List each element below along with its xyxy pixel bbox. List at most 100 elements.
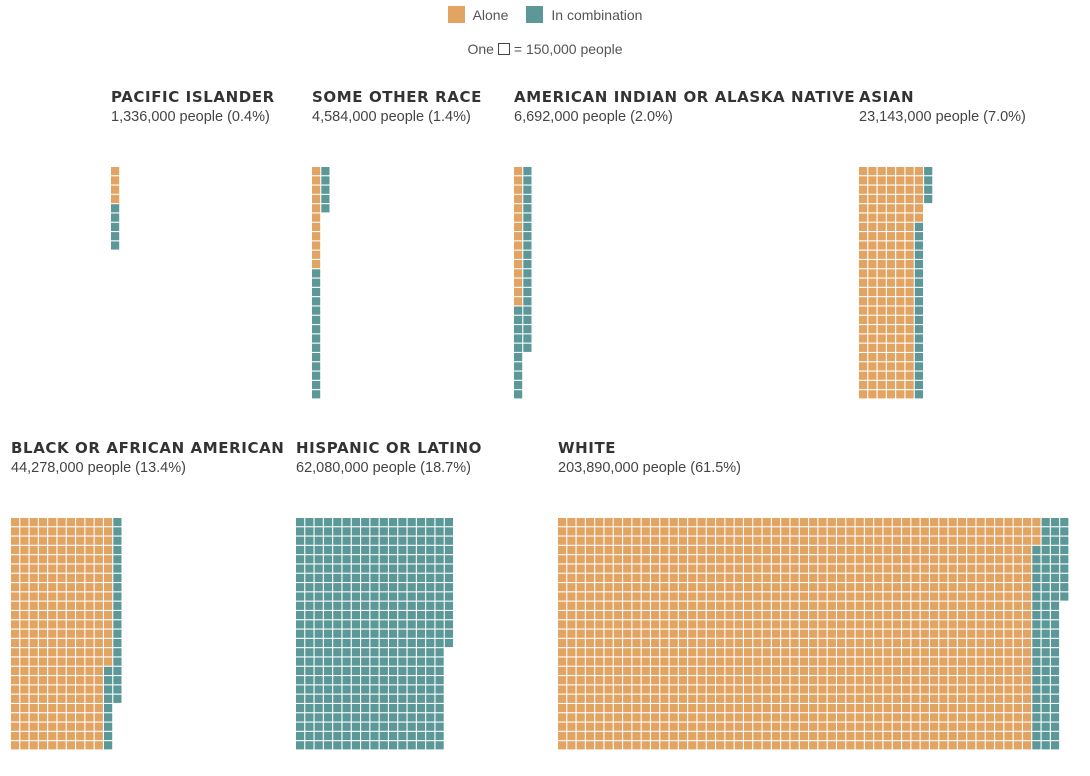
waffle-cell-alone — [837, 648, 846, 657]
waffle-cell-alone — [585, 601, 595, 610]
waffle-cell-alone — [660, 545, 669, 555]
waffle-cell-alone — [734, 555, 743, 564]
waffle-cell-alone — [985, 629, 994, 638]
waffle-cell-alone — [896, 343, 905, 352]
waffle-cell-alone — [669, 704, 678, 713]
waffle-cell-alone — [920, 620, 929, 629]
waffle-cell-alone — [641, 685, 650, 694]
waffle-cell-alone — [920, 731, 929, 741]
waffle-cell-alone — [883, 676, 892, 685]
waffle-cell-alone — [864, 527, 874, 536]
waffle-cell-combination — [1032, 629, 1041, 638]
waffle-cell-alone — [697, 648, 706, 657]
waffle-cell-alone — [38, 676, 48, 685]
waffle-cell-combination — [1050, 704, 1060, 713]
waffle-cell-alone — [874, 629, 883, 638]
waffle-cell-alone — [576, 741, 585, 750]
waffle-cell-alone — [1013, 611, 1022, 620]
waffle-cell-combination — [312, 362, 321, 371]
waffle-cell-combination — [1050, 564, 1060, 573]
waffle-cell-alone — [641, 741, 650, 750]
waffle-cell-alone — [29, 648, 38, 657]
waffle-cell-combination — [416, 722, 426, 731]
waffle-cell-combination — [323, 676, 333, 685]
waffle-cell-alone — [874, 536, 883, 545]
waffle-cell-alone — [669, 629, 678, 638]
waffle-cell-combination — [314, 611, 323, 620]
waffle-cell-alone — [886, 343, 896, 352]
waffle-cell-alone — [790, 694, 799, 703]
waffle-cell-alone — [706, 629, 715, 638]
waffle-cell-alone — [957, 555, 967, 564]
waffle-cell-alone — [595, 731, 604, 741]
waffle-cell-combination — [342, 545, 351, 555]
waffle-cell-alone — [877, 353, 886, 362]
waffle-cell-alone — [585, 713, 595, 722]
waffle-cell-alone — [905, 315, 914, 324]
waffle-cell-alone — [20, 629, 29, 638]
waffle-cell-alone — [827, 555, 836, 564]
waffle-cell-alone — [864, 601, 874, 610]
waffle-cell-alone — [976, 657, 985, 666]
waffle-cell-alone — [957, 704, 967, 713]
waffle-cell-alone — [939, 638, 948, 648]
waffle-cell-alone — [905, 325, 914, 334]
waffle-cell-combination — [379, 555, 388, 564]
waffle-cell-alone — [886, 362, 896, 371]
waffle-cell-alone — [1004, 573, 1013, 582]
waffle-cell-alone — [920, 648, 929, 657]
waffle-cell-combination — [523, 325, 532, 334]
waffle-cell-combination — [523, 306, 532, 315]
waffle-cell-combination — [321, 204, 330, 213]
waffle-cell-combination — [914, 334, 923, 343]
waffle-cell-alone — [809, 713, 818, 722]
waffle-cell-alone — [905, 232, 914, 241]
waffle-cell-combination — [113, 601, 122, 610]
waffle-cell-combination — [407, 601, 416, 610]
waffle-cell-combination — [389, 629, 398, 638]
waffle-cell-combination — [389, 555, 398, 564]
waffle-cell-alone — [585, 555, 595, 564]
waffle-cell-alone — [1032, 536, 1041, 545]
waffle-cell-alone — [104, 518, 113, 527]
waffle-cell-alone — [790, 722, 799, 731]
waffle-cell-alone — [837, 685, 846, 694]
waffle-cell-alone — [660, 573, 669, 582]
waffle-cell-alone — [716, 694, 725, 703]
waffle-cell-alone — [514, 167, 523, 176]
waffle-cell-alone — [883, 555, 892, 564]
waffle-cell-alone — [818, 518, 827, 527]
waffle-cell-alone — [651, 545, 660, 555]
waffle-cell-combination — [296, 676, 305, 685]
waffle-cell-combination — [305, 741, 314, 750]
waffle-cell-combination — [1050, 527, 1060, 536]
waffle-cell-alone — [855, 694, 864, 703]
waffle-cell-alone — [914, 194, 923, 204]
waffle-cell-alone — [902, 573, 911, 582]
waffle-cell-alone — [886, 315, 896, 324]
waffle-cell-alone — [76, 592, 85, 601]
waffle-cell-combination — [351, 518, 360, 527]
waffle-cell-alone — [76, 601, 85, 610]
waffle-cell-combination — [435, 694, 444, 703]
waffle-cell-alone — [20, 713, 29, 722]
waffle-group-4 — [11, 518, 122, 750]
waffle-cell-alone — [920, 545, 929, 555]
waffle-cell-alone — [902, 555, 911, 564]
waffle-cell-alone — [967, 722, 976, 731]
waffle-cell-combination — [924, 194, 933, 204]
waffle-cell-alone — [874, 583, 883, 592]
waffle-cell-alone — [734, 638, 743, 648]
waffle-cell-alone — [744, 555, 753, 564]
waffle-cell-alone — [623, 694, 632, 703]
waffle-cell-alone — [76, 741, 85, 750]
waffle-cell-alone — [781, 555, 790, 564]
waffle-cell-combination — [1050, 722, 1060, 731]
waffle-cell-alone — [558, 685, 567, 694]
waffle-cell-combination — [924, 185, 933, 194]
waffle-cell-alone — [651, 629, 660, 638]
waffle-cell-alone — [632, 573, 641, 582]
waffle-cell-alone — [753, 685, 762, 694]
waffle-cell-alone — [976, 564, 985, 573]
waffle-cell-combination — [333, 694, 342, 703]
